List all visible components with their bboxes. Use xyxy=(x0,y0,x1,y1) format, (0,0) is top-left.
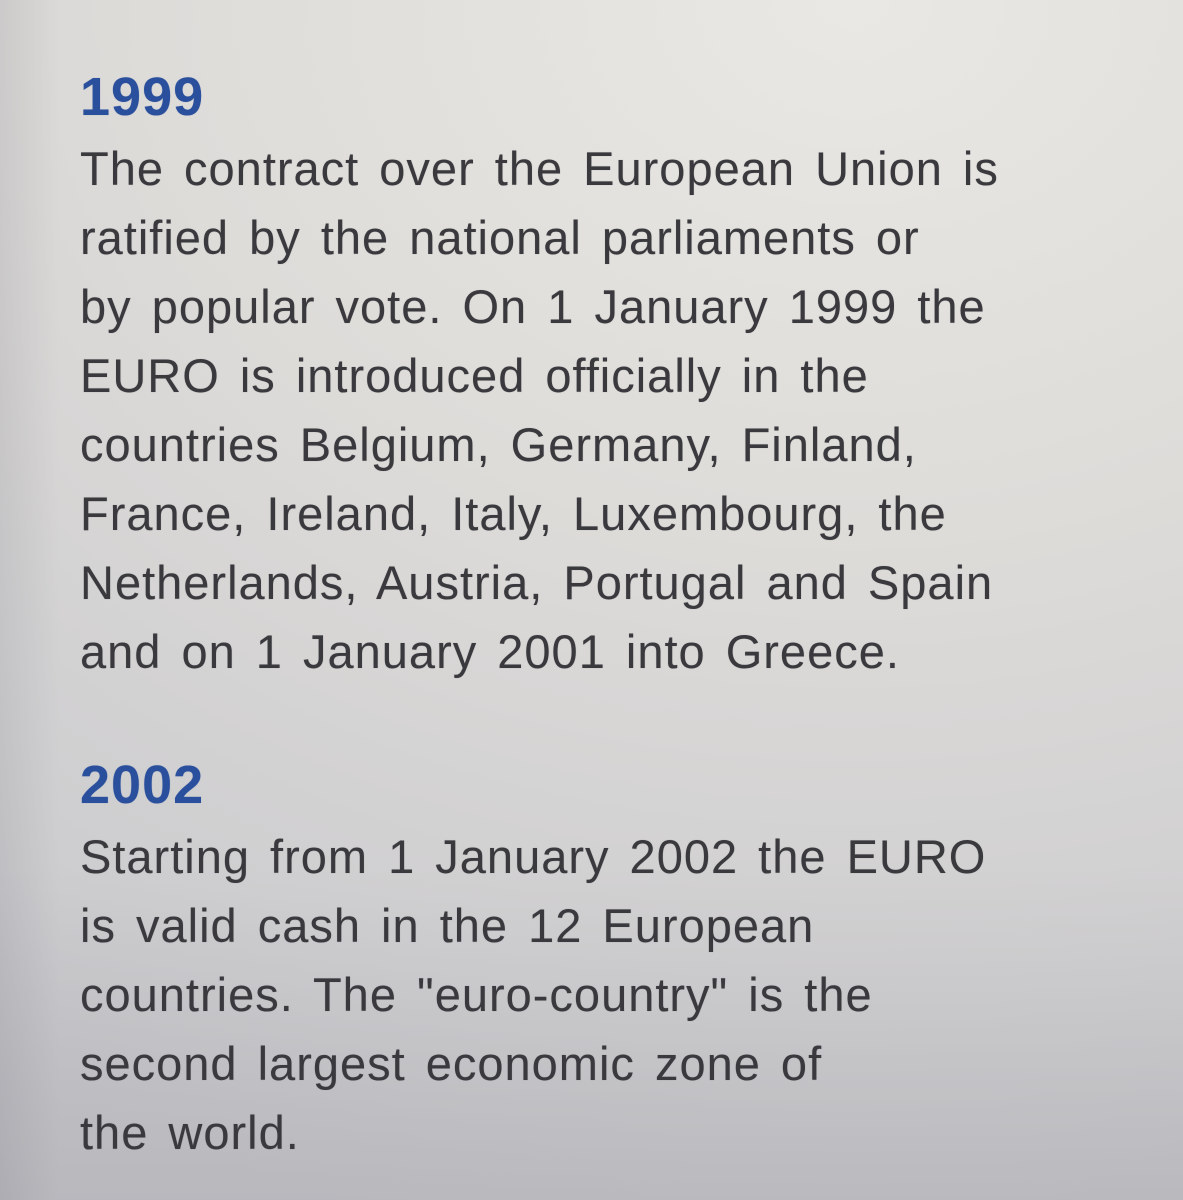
text-line: the world. xyxy=(80,1106,300,1159)
text-line: EURO is introduced officially in the xyxy=(80,349,869,402)
text-line: Netherlands, Austria, Portugal and Spain xyxy=(80,556,994,609)
text-line: France, Ireland, Italy, Luxembourg, the xyxy=(80,487,947,540)
text-line: second largest economic zone of xyxy=(80,1037,823,1090)
text-line: countries Belgium, Germany, Finland, xyxy=(80,418,917,471)
timeline: 1999 The contract over the European Union… xyxy=(80,70,1135,1167)
entry-paragraph: Starting from 1 January 2002 the EURO is … xyxy=(80,822,1135,1167)
year-heading: 1999 xyxy=(80,67,205,127)
text-line: The contract over the European Union is xyxy=(80,142,999,195)
entry-paragraph: The contract over the European Union is r… xyxy=(80,134,1135,686)
text-line: Starting from 1 January 2002 the EURO xyxy=(80,830,987,883)
text-line: ratified by the national parliaments or xyxy=(80,211,920,264)
text-line: is valid cash in the 12 European xyxy=(80,899,815,952)
text-line: countries. The "euro-country" is the xyxy=(80,968,873,1021)
text-line: and on 1 January 2001 into Greece. xyxy=(80,625,900,678)
text-line: by popular vote. On 1 January 1999 the xyxy=(80,280,986,333)
timeline-entry-1999: 1999 The contract over the European Union… xyxy=(80,70,1135,686)
timeline-entry-2002: 2002 Starting from 1 January 2002 the EUR… xyxy=(80,758,1135,1167)
year-heading: 2002 xyxy=(80,755,205,815)
